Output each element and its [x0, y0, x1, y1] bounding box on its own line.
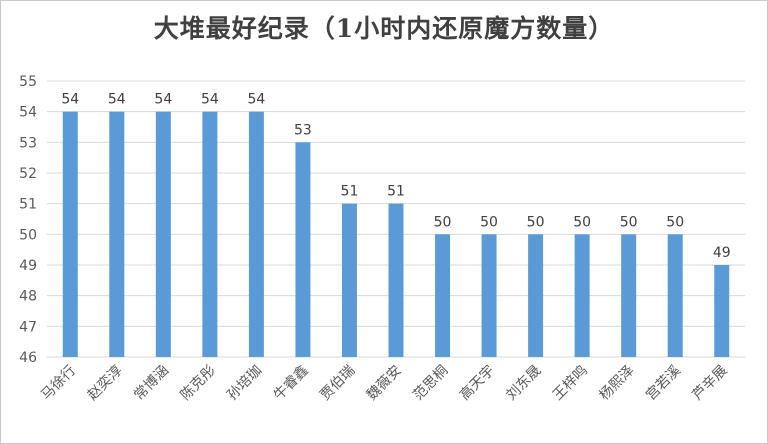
y-tick-label: 51: [19, 197, 37, 213]
bar: [435, 234, 451, 357]
x-tick-label: 芦辛展: [690, 363, 731, 404]
x-tick-label: 刘东晟: [503, 363, 544, 404]
bar: [714, 265, 730, 357]
bar: [481, 234, 497, 357]
x-axis: 马徐行 赵奕淳 常博涵 陈克彤 孙培珈 牛睿鑫 贾伯瑞 魏薇安 范思桐 高天宇 刘东晟 王梓鸣 杨熙泽宫…: [38, 362, 730, 404]
data-label: 53: [294, 122, 312, 138]
data-label: 54: [201, 92, 219, 108]
data-label: 54: [154, 92, 172, 108]
x-tick-label: 范思桐: [410, 362, 452, 404]
data-label: 54: [247, 92, 265, 108]
x-tick-label: 赵奕淳: [84, 362, 126, 404]
bar: [109, 111, 125, 358]
y-tick-label: 46: [19, 350, 37, 366]
data-label: 50: [434, 214, 452, 230]
bar: [574, 234, 590, 357]
y-tick-label: 53: [19, 135, 37, 151]
x-tick-label: 陈克彤: [177, 362, 219, 404]
bar: [295, 142, 311, 357]
bar: [248, 111, 264, 358]
y-tick-label: 49: [19, 258, 37, 274]
x-tick-label: 杨熙泽: [596, 363, 637, 404]
data-label: 51: [341, 184, 359, 200]
x-tick-label: 孙培珈: [224, 363, 265, 404]
x-tick-label: 高天宇: [456, 362, 498, 404]
bar: [155, 111, 171, 358]
y-tick-label: 47: [19, 319, 37, 335]
y-tick-label: 52: [19, 166, 37, 182]
bar: [667, 234, 683, 357]
bar: [202, 111, 218, 358]
x-tick-label: 牛睿鑫: [270, 362, 312, 404]
data-label: 50: [573, 214, 591, 230]
data-labels: 54 54 54 54 54 53 51 51 50 50 50 50 50 50 49: [61, 92, 730, 261]
data-label: 50: [620, 214, 638, 230]
data-label: 54: [61, 92, 79, 108]
bar: [388, 203, 404, 357]
data-label: 51: [387, 184, 405, 200]
y-tick-label: 48: [19, 289, 37, 305]
y-axis: 46 47 48 49 50 51 52 53 54 55: [19, 74, 37, 366]
bars: [62, 111, 730, 358]
data-label: 50: [527, 214, 545, 230]
bar: [621, 234, 637, 357]
data-label: 49: [713, 245, 731, 261]
x-tick-label: 宫若溪: [643, 363, 684, 404]
x-tick-label: 王梓鸣: [549, 362, 591, 404]
bar: [341, 203, 357, 357]
bar: [62, 111, 78, 358]
x-tick-label: 马徐行: [38, 363, 79, 404]
data-label: 50: [666, 214, 684, 230]
y-tick-label: 50: [19, 227, 37, 243]
y-tick-label: 54: [19, 105, 37, 121]
chart-title: 大堆最好纪录（1小时内还原魔方数量）: [153, 14, 615, 43]
x-tick-label: 常博涵: [130, 362, 172, 404]
x-tick-label: 贾伯瑞: [317, 363, 358, 404]
data-label: 54: [108, 92, 126, 108]
bar: [528, 234, 544, 357]
data-label: 50: [480, 214, 498, 230]
x-tick-label: 魏薇安: [364, 363, 405, 404]
y-tick-label: 55: [19, 74, 37, 90]
